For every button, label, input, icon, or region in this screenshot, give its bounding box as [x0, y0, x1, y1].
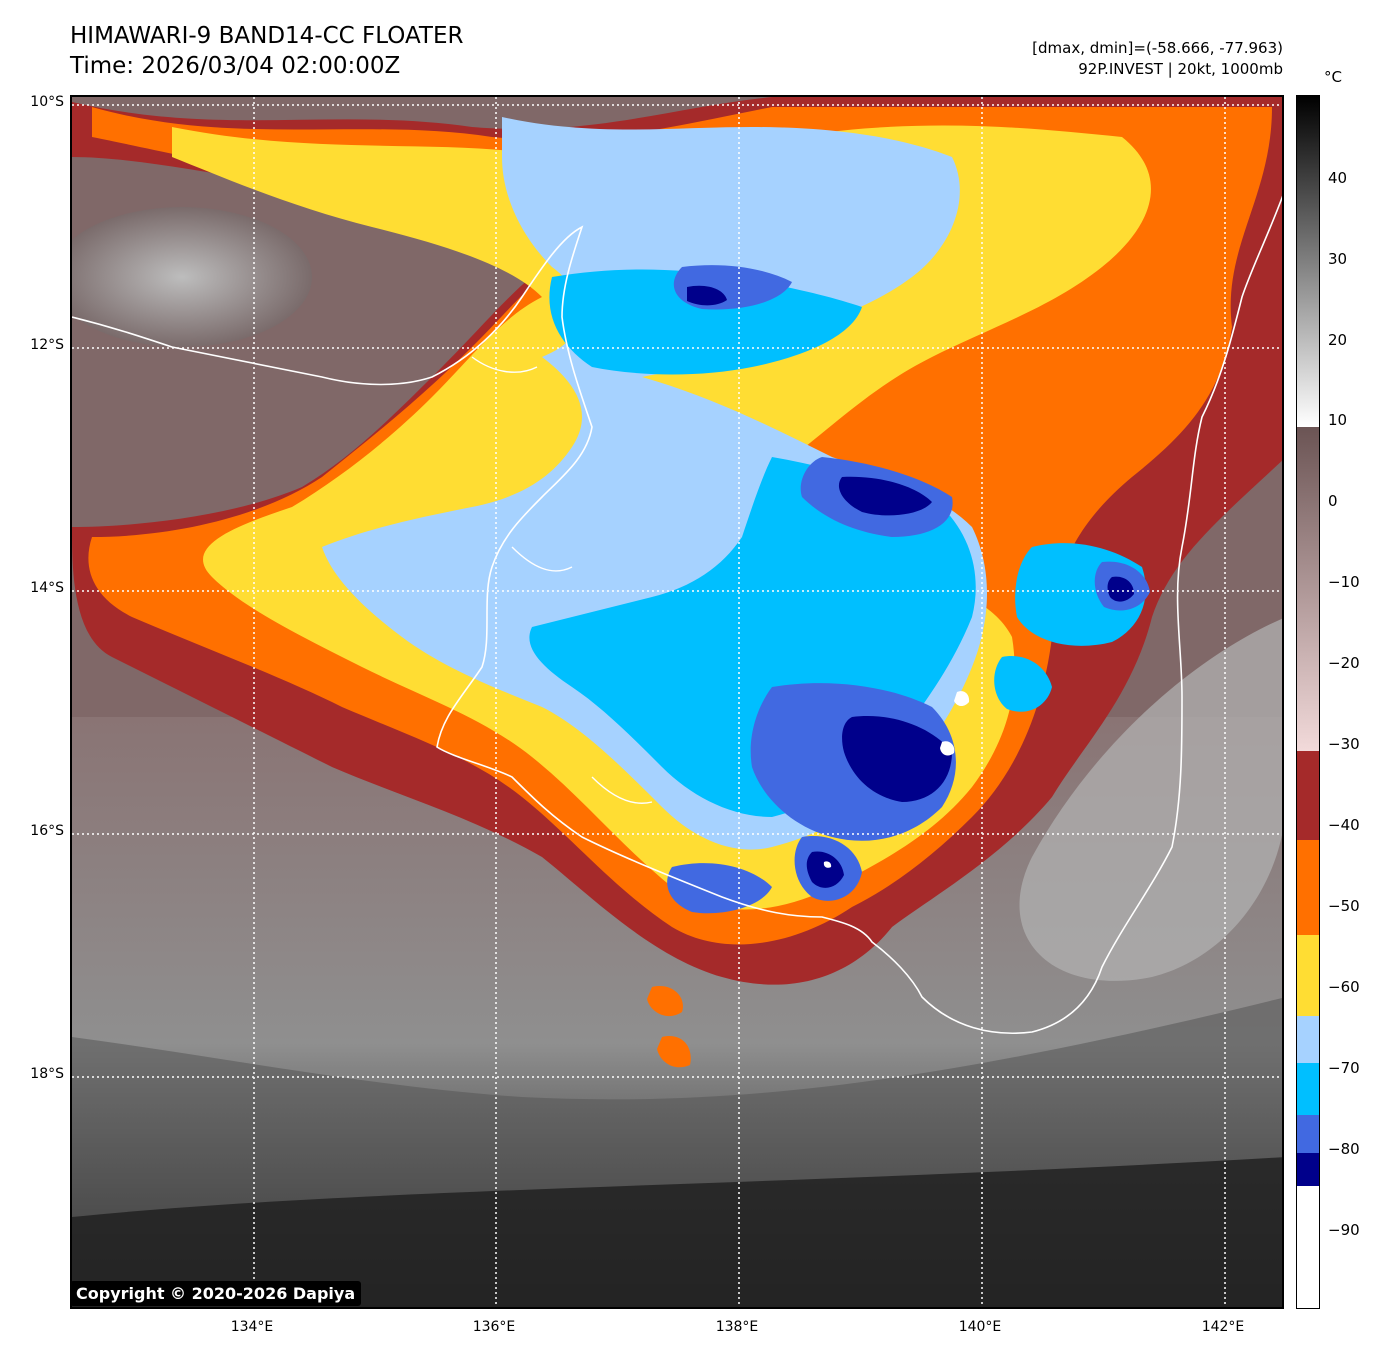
colorbar-warm-segment [1297, 427, 1319, 751]
colorbar-unit: °C [1324, 68, 1342, 86]
temperature-stats: [dmax, dmin]=(-58.666, -77.963) [1032, 39, 1283, 57]
graticule [72, 97, 1282, 1307]
coastline [72, 195, 1282, 1035]
colorbar-label-minus50: −50 [1328, 897, 1360, 915]
colorbar-label-minus80: −80 [1328, 1140, 1360, 1158]
colorbar-royal-blue-segment [1297, 1115, 1319, 1153]
east-gray-cloud [1019, 618, 1282, 981]
copyright-label: Copyright © 2020-2026 Dapiya [70, 1281, 362, 1306]
deep-sky-layer [529, 269, 1146, 817]
colorbar-label-10: 10 [1328, 411, 1348, 429]
colorbar-label-30: 30 [1328, 250, 1348, 268]
map-title: HIMAWARI-9 BAND14-CC FLOATER [70, 23, 464, 49]
lon-tick-134e: 134°E [230, 1319, 274, 1335]
colorbar-label-0: 0 [1328, 492, 1338, 510]
cold-cloud-system [72, 97, 1282, 1068]
lat-tick-12s: 12°S [30, 337, 64, 353]
dark-blue-layer [687, 285, 1134, 888]
lon-tick-140e: 140°E [958, 1319, 1002, 1335]
lat-tick-14s: 14°S [30, 580, 64, 596]
colorbar-label-minus90: −90 [1328, 1221, 1360, 1239]
lat-tick-18s: 18°S [30, 1066, 64, 1082]
lat-tick-16s: 16°S [30, 823, 64, 839]
colorbar-label-minus60: −60 [1328, 978, 1360, 996]
temperature-colorbar [1296, 95, 1320, 1309]
colorbar-label-minus20: −20 [1328, 654, 1360, 672]
colorbar-yellow-segment [1297, 935, 1319, 1016]
royal-blue-layer [667, 265, 1150, 914]
colorbar-label-minus40: −40 [1328, 816, 1360, 834]
colorbar-label-minus70: −70 [1328, 1059, 1360, 1077]
satellite-map [70, 95, 1284, 1309]
lon-tick-136e: 136°E [472, 1319, 516, 1335]
colorbar-label-40: 40 [1328, 169, 1348, 187]
colorbar-gray-segment [1297, 96, 1319, 427]
lat-tick-10s: 10°S [30, 94, 64, 110]
colorbar-deep-sky-segment [1297, 1063, 1319, 1115]
colorbar-label-minus10: −10 [1328, 573, 1360, 591]
far-south-dark-band [72, 1157, 1282, 1307]
northwest-gray-cloud [72, 207, 312, 347]
colorbar-label-minus30: −30 [1328, 735, 1360, 753]
map-time: Time: 2026/03/04 02:00:00Z [70, 53, 401, 79]
lon-tick-142e: 142°E [1201, 1319, 1245, 1335]
storm-info: 92P.INVEST | 20kt, 1000mb [1078, 60, 1283, 78]
colorbar-white-segment [1297, 1186, 1319, 1308]
colorbar-orange-segment [1297, 840, 1319, 935]
lon-tick-138e: 138°E [715, 1319, 759, 1335]
satellite-imagery [72, 97, 1282, 1307]
colorbar-brick-segment [1297, 751, 1319, 840]
colorbar-label-20: 20 [1328, 331, 1348, 349]
colorbar-light-blue-segment [1297, 1016, 1319, 1063]
colorbar-dark-blue-segment [1297, 1153, 1319, 1186]
coastline-islands [471, 356, 653, 804]
isolated-orange-cells [647, 986, 691, 1068]
